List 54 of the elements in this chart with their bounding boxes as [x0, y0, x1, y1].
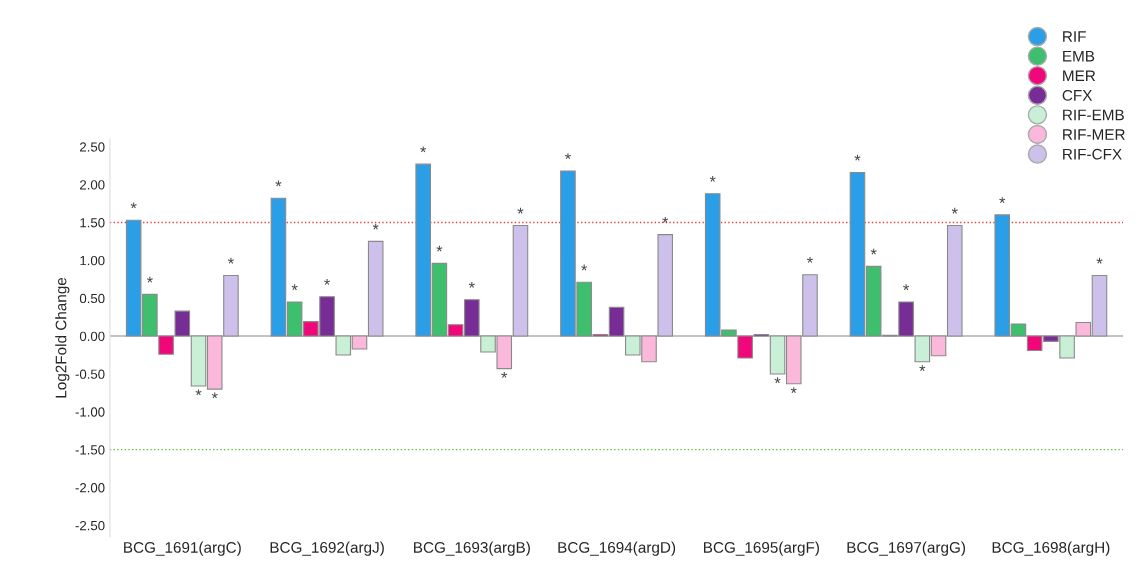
y-axis-title: Log2Fold Change [55, 277, 70, 398]
data-label: * [919, 365, 926, 372]
x-tick-label: BCG_1694(argD) [558, 541, 676, 556]
legend-label: CFX [1062, 89, 1093, 101]
y-tick-label: -0.50 [75, 369, 105, 379]
data-label: * [146, 276, 153, 283]
data-label: * [324, 278, 331, 285]
data-label: * [436, 245, 443, 252]
data-label: * [774, 377, 781, 384]
data-label: * [420, 146, 427, 153]
y-tick-label: -2.00 [75, 483, 105, 493]
y-tick-label: 0.50 [79, 293, 105, 304]
legend-label: RIF-CFX [1063, 148, 1122, 160]
data-label: * [854, 154, 861, 161]
y-tick-label: 2.00 [80, 180, 105, 190]
data-label: * [130, 202, 137, 209]
legend-label: RIF-EMB [1063, 109, 1124, 121]
data-label: * [903, 284, 910, 291]
data-label: * [211, 392, 218, 399]
data-label: * [807, 257, 813, 263]
data-label: * [1096, 257, 1103, 264]
data-label: * [468, 282, 475, 288]
data-label: * [517, 207, 524, 214]
data-label: * [662, 216, 669, 223]
data-label: * [951, 207, 958, 214]
legend-label: RIF [1063, 31, 1086, 42]
data-label: * [275, 180, 282, 187]
y-tick-label: -1.00 [75, 407, 105, 417]
y-tick-label: 1.00 [80, 255, 105, 266]
x-tick-label: BCG_1692(argJ) [270, 541, 384, 556]
legend-label: RIF-MER [1063, 129, 1125, 140]
data-label: * [291, 284, 298, 291]
y-tick-label: -1.50 [75, 445, 105, 455]
data-label: * [709, 175, 716, 182]
data-label: * [501, 372, 508, 378]
data-label: * [790, 387, 797, 394]
data-label: * [195, 389, 202, 396]
y-tick-label: -2.50 [75, 520, 105, 531]
x-tick-label: BCG_1698(argH) [992, 541, 1110, 556]
x-tick-label: BCG_1697(argG) [847, 541, 966, 556]
y-tick-label: 0.00 [79, 331, 105, 341]
data-label: * [870, 248, 877, 255]
legend-label: EMB [1063, 50, 1095, 62]
x-tick-label: BCG_1691(argC) [124, 541, 241, 556]
x-tick-label: BCG_1693(argB) [414, 541, 530, 556]
data-label: * [999, 197, 1006, 204]
data-label: * [581, 264, 588, 271]
legend-label: MER [1063, 70, 1096, 82]
y-tick-label: 2.50 [80, 142, 105, 152]
x-tick-label: BCG_1695(argF) [704, 541, 819, 556]
data-label: * [227, 257, 234, 264]
data-label: * [564, 153, 571, 160]
y-tick-label: 1.50 [80, 218, 105, 228]
data-label: * [372, 223, 379, 230]
